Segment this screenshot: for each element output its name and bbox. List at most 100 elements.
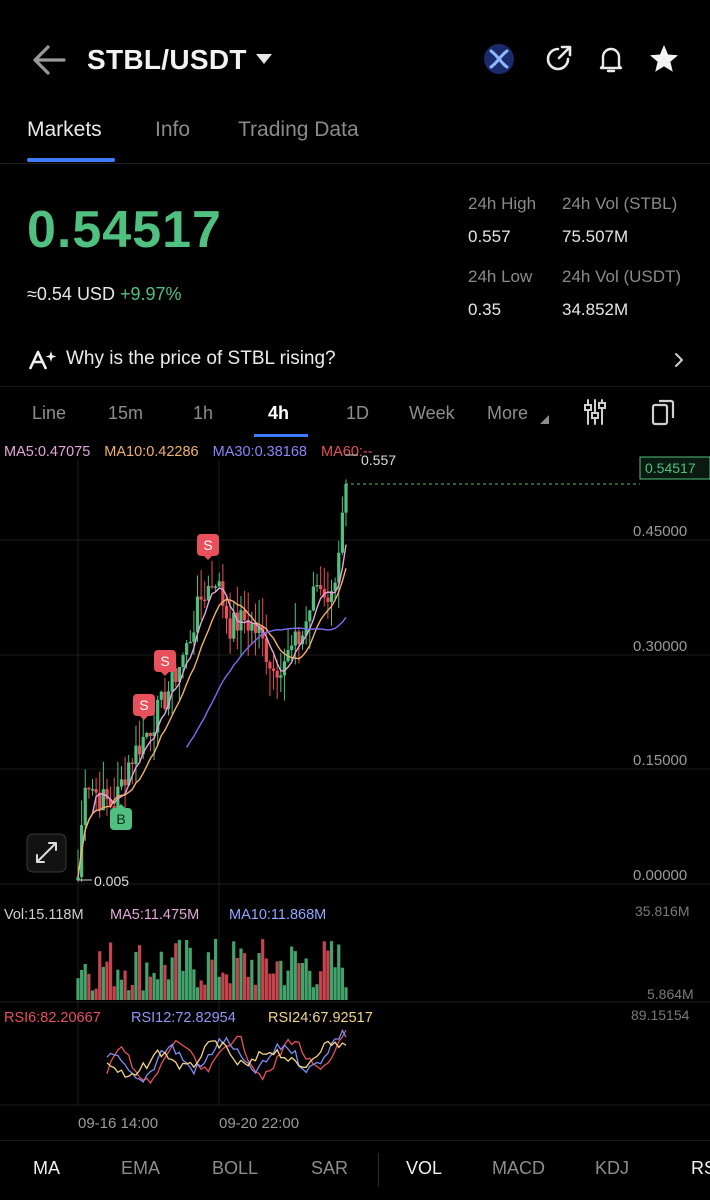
bell-icon[interactable] <box>594 42 628 76</box>
indicator-settings-icon[interactable] <box>582 398 608 426</box>
svg-text:S: S <box>203 537 212 553</box>
trade-marker-buy[interactable]: B <box>110 804 132 830</box>
tf-1h[interactable]: 1h <box>193 403 214 423</box>
tab-info[interactable]: Info <box>155 118 191 141</box>
why-banner-text: Why is the price of STBL rising? <box>66 348 336 369</box>
volume-bar <box>329 941 334 1000</box>
volume-bar <box>177 939 182 1000</box>
tab-trading-data[interactable]: Trading Data <box>238 118 359 141</box>
star-icon[interactable] <box>647 42 681 76</box>
chart-grid <box>0 460 710 1106</box>
volume-bar <box>195 987 200 1000</box>
candle-body <box>166 691 171 709</box>
candle-body <box>224 605 229 619</box>
trade-marker-sell[interactable]: S <box>154 650 176 676</box>
candle-body <box>221 581 225 606</box>
chevron-down-icon[interactable] <box>255 52 273 66</box>
ma60-value: MA60:-- <box>321 444 373 460</box>
copy-icon[interactable] <box>650 397 676 427</box>
volume-bar <box>199 980 203 1000</box>
ind-vol[interactable]: VOL <box>406 1158 443 1178</box>
ind-rsi[interactable]: RS <box>691 1158 710 1178</box>
candle-body <box>326 597 330 602</box>
section-tabs: Markets Info Trading Data <box>0 112 710 164</box>
back-arrow-icon[interactable] <box>30 42 70 78</box>
tf-4h[interactable]: 4h <box>268 403 290 423</box>
volume-bar <box>192 969 196 1000</box>
volume-bar <box>170 957 174 1000</box>
volume-bar <box>130 985 134 1000</box>
volume-bar <box>163 964 167 1000</box>
last-price-tag <box>639 456 710 480</box>
ind-kdj[interactable]: KDJ <box>595 1158 630 1178</box>
ind-macd[interactable]: MACD <box>492 1158 545 1178</box>
tf-line[interactable]: Line <box>32 403 67 423</box>
ind-sar[interactable]: SAR <box>311 1158 349 1178</box>
svg-text:B: B <box>116 811 125 827</box>
candle-body <box>275 670 279 678</box>
candle-body <box>257 626 261 633</box>
ma30-value: MA30:0.38168 <box>212 444 307 460</box>
trade-marker-sell[interactable]: S <box>133 694 155 720</box>
candle-body <box>94 789 98 793</box>
candle-body <box>329 591 334 602</box>
active-timeframe-indicator <box>254 434 308 437</box>
tf-more[interactable]: More <box>487 403 529 423</box>
candle-body <box>290 645 294 651</box>
volume-bar <box>105 961 109 1000</box>
volume-bar <box>145 962 149 1000</box>
ma5-value: MA5:0.47075 <box>4 444 91 460</box>
candle-body <box>174 668 178 682</box>
rsi12-value: RSI12:72.82954 <box>131 1010 236 1026</box>
indicator-bar: MA EMA BOLL SAR VOL MACD KDJ RS <box>0 1140 710 1200</box>
ind-ema[interactable]: EMA <box>121 1158 161 1178</box>
candle-body <box>98 792 102 811</box>
logo-badge-icon[interactable] <box>482 42 516 76</box>
tab-markets[interactable]: Markets <box>27 118 102 141</box>
volume-bar <box>282 985 287 1000</box>
candle-body <box>217 581 221 587</box>
tf-1d[interactable]: 1D <box>346 403 370 423</box>
ind-boll[interactable]: BOLL <box>212 1158 259 1178</box>
volume-bar <box>311 987 316 1000</box>
volume-bar <box>293 951 297 1000</box>
candle-body <box>340 512 344 553</box>
candle-body <box>308 610 312 622</box>
volume-bar <box>214 938 218 1000</box>
share-icon[interactable] <box>541 42 575 76</box>
fullscreen-button[interactable] <box>26 833 67 873</box>
candle-body <box>134 745 138 765</box>
candle-body <box>311 586 316 611</box>
candle-body <box>293 631 297 646</box>
candle-body <box>333 582 337 592</box>
rsi-line <box>106 1040 347 1078</box>
tf-15m[interactable]: 15m <box>108 403 144 423</box>
candlestick-chart[interactable]: 0.54517 0.557 0.005 0.45000 0.30000 0.15… <box>0 438 710 1138</box>
vol-value: Vol:15.118M <box>4 907 84 923</box>
svg-text:S: S <box>160 653 169 669</box>
volume-bar <box>87 973 91 1000</box>
vol-tick: 35.816M <box>635 903 689 919</box>
volume-bar <box>188 947 192 1000</box>
divider <box>378 1153 379 1187</box>
ma10-line <box>77 568 347 878</box>
x-tick: 09-16 14:00 <box>78 1115 158 1132</box>
volume-bar <box>286 970 290 1000</box>
trade-marker-sell[interactable]: S <box>197 534 219 560</box>
svg-text:S: S <box>139 697 148 713</box>
chevron-right-icon <box>675 353 683 367</box>
candle-body <box>156 699 160 733</box>
tf-week[interactable]: Week <box>409 403 455 423</box>
pair-title[interactable]: STBL/USDT <box>87 44 247 75</box>
y-tick: 0.45000 <box>633 523 687 540</box>
ind-ma[interactable]: MA <box>33 1158 60 1178</box>
rsi-lines <box>106 1028 347 1085</box>
why-banner[interactable]: Why is the price of STBL rising? <box>0 338 710 382</box>
volume-bar <box>297 962 301 1000</box>
candle-body <box>246 620 250 631</box>
volume-bar <box>232 941 236 1000</box>
rsi24-value: RSI24:67.92517 <box>268 1010 373 1026</box>
volume-bar <box>253 984 258 1000</box>
candle-body <box>141 736 145 755</box>
volume-bar <box>261 939 265 1000</box>
